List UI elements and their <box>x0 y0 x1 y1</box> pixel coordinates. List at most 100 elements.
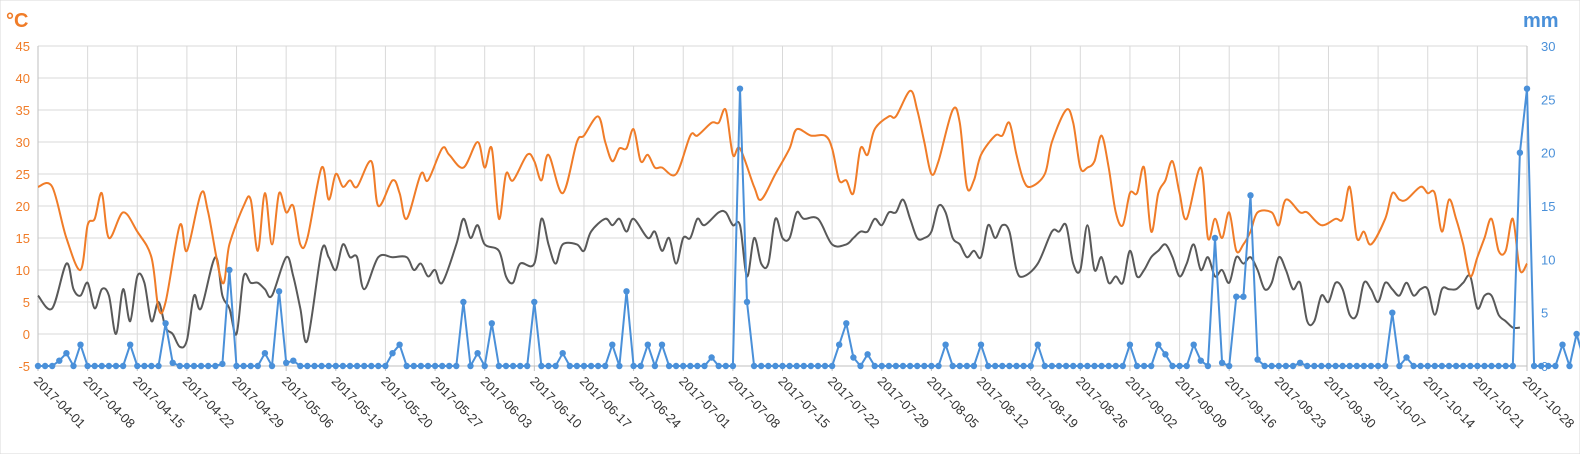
precip-point <box>928 362 935 370</box>
precip-point <box>1452 362 1460 370</box>
precip-point <box>864 351 871 358</box>
precip-point <box>977 341 985 348</box>
precip-point <box>665 362 673 370</box>
precip-point <box>1382 362 1389 370</box>
precip-point <box>1332 362 1339 370</box>
precip-point <box>1084 362 1091 370</box>
precip-point <box>1070 362 1077 370</box>
series-min-temp-line <box>37 198 1520 349</box>
precip-point <box>417 362 425 370</box>
precip-point <box>389 350 396 357</box>
precip-point <box>1417 362 1424 370</box>
precip-point <box>112 362 120 370</box>
precip-point <box>1325 362 1332 370</box>
precip-point <box>949 362 956 370</box>
precip-point <box>509 362 517 370</box>
precip-point <box>1559 341 1566 348</box>
precip-point <box>1318 362 1325 370</box>
precip-point <box>1013 362 1020 370</box>
precip-point <box>850 354 857 361</box>
left-axis-unit: °C <box>6 10 28 32</box>
precip-point <box>573 362 581 370</box>
precip-point <box>587 362 595 370</box>
precip-point <box>488 320 495 327</box>
left-tick-label: 40 <box>16 71 30 86</box>
precip-point <box>644 341 651 348</box>
precip-point <box>1573 330 1580 338</box>
precip-point <box>240 362 247 370</box>
precip-point <box>594 362 602 370</box>
precip-point <box>176 362 183 370</box>
precip-point <box>743 298 751 306</box>
precip-point <box>1006 362 1013 370</box>
precip-point <box>474 350 481 357</box>
precip-point <box>1268 362 1275 370</box>
precip-point <box>1467 362 1474 370</box>
precip-point <box>1523 85 1531 92</box>
precip-point <box>1183 362 1190 370</box>
precip-point <box>609 341 616 348</box>
precip-point <box>1133 362 1141 370</box>
precip-point <box>439 362 446 370</box>
precip-point <box>1190 341 1197 348</box>
precip-point <box>545 362 552 370</box>
precip-point <box>1481 362 1488 370</box>
precip-point <box>1424 362 1431 370</box>
precip-point <box>814 362 822 370</box>
right-tick-label: 25 <box>1541 92 1555 107</box>
precip-point <box>680 362 687 370</box>
series <box>34 85 1580 370</box>
precip-point <box>346 362 354 370</box>
precip-point <box>843 320 850 327</box>
left-tick-label: 5 <box>23 295 30 310</box>
precip-point <box>1403 354 1410 361</box>
left-tick-label: 45 <box>16 39 30 54</box>
precip-point <box>1020 362 1027 370</box>
precip-point <box>1530 362 1538 370</box>
precip-point <box>1474 362 1481 370</box>
left-tick-label: 0 <box>23 327 30 342</box>
precip-point <box>77 341 84 348</box>
precip-point <box>885 362 893 370</box>
right-tick-label: 5 <box>1541 306 1548 321</box>
precip-point <box>1538 362 1545 370</box>
precip-point <box>63 350 70 357</box>
precip-point <box>694 362 701 370</box>
precip-point <box>410 362 417 370</box>
precip-point <box>637 362 644 370</box>
precip-point <box>1098 362 1105 370</box>
precip-point <box>84 362 91 370</box>
right-tick-label: 0 <box>1541 359 1548 374</box>
right-tick-label: 15 <box>1541 199 1555 214</box>
series-max-temp-line <box>37 89 1528 315</box>
precip-point <box>446 362 453 370</box>
precip-point <box>708 354 715 361</box>
precip-point <box>942 341 949 348</box>
precip-point <box>1566 362 1573 370</box>
precip-point <box>1261 362 1268 370</box>
precip-point <box>1460 362 1467 370</box>
precip-point <box>1204 362 1212 370</box>
precip-point <box>630 362 637 370</box>
precip-point <box>1431 362 1439 370</box>
precip-point <box>1176 362 1183 370</box>
precip-point <box>1296 359 1304 366</box>
precip-point <box>821 362 829 370</box>
precip-point <box>1360 362 1368 370</box>
precip-point <box>1148 362 1155 370</box>
precip-point <box>1247 192 1254 199</box>
precip-point <box>1545 362 1552 370</box>
precip-point <box>999 362 1006 370</box>
precip-point <box>1396 362 1403 370</box>
precip-point <box>311 362 318 370</box>
precip-point <box>1240 293 1247 300</box>
left-tick-label: 30 <box>16 135 30 150</box>
precip-point <box>318 362 325 370</box>
precip-point <box>1339 362 1346 370</box>
precip-point <box>1041 362 1049 370</box>
precip-point <box>807 362 815 370</box>
precip-point <box>268 362 276 370</box>
left-tick-label: 35 <box>16 103 30 118</box>
precip-point <box>559 350 566 357</box>
precip-point <box>304 362 311 370</box>
